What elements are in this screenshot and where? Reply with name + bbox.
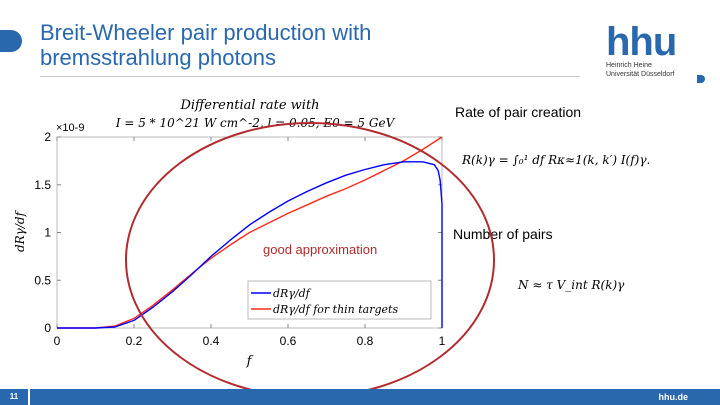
rate-formula: R(k)γ = ∫₀¹ df Rκ≈1(k, k′) I(f)γ. [462,153,651,167]
x-tick-label: 0.8 [357,334,374,348]
highlight-ellipse [125,122,495,398]
pairs-heading: Number of pairs [453,226,553,242]
y-tick-label: 0 [44,321,51,335]
title-line-2: bremsstrahlung photons [40,45,277,70]
chart-title-line-2: I = 5 * 10^21 W cm^-2, l = 0.05, E0 = 5 … [115,116,396,130]
hhu-logo: hhu Heinrich Heine Universität Düsseldor… [606,20,706,83]
x-tick-label: 0 [54,334,61,348]
y-exponent: ×10-9 [56,122,84,134]
x-tick-label: 1 [439,334,446,348]
title-accent-tab [0,30,22,52]
logo-line-2: Universität Düsseldorf [606,71,675,78]
series-line-1 [57,136,443,329]
rate-heading: Rate of pair creation [455,104,582,120]
pairs-formula: N ≈ τ V_int R(k)γ [518,278,625,292]
y-tick-label: 1.5 [34,178,51,192]
page-number: 11 [0,389,30,405]
y-tick-label: 1 [44,226,51,240]
title-line-1: Breit-Wheeler pair production with [40,20,372,45]
logo-mark [697,75,705,83]
legend: dRγ/df dRγ/df for thin targets [247,280,432,320]
legend-box [247,280,432,320]
logo-text: hhu [606,20,677,64]
legend-entry-1: dRγ/df [273,287,312,300]
y-tick-label: 2 [44,130,51,144]
series-line-0 [57,161,443,329]
footer-site: hhu.de [658,392,689,402]
y-tick-label: 0.5 [34,273,51,287]
legend-entry-2: dRγ/df for thin targets [273,303,398,316]
logo-line-1: Heinrich Heine [606,62,652,69]
slide-title: Breit-Wheeler pair production with brems… [40,20,560,70]
x-tick-label: 0.4 [203,334,220,348]
footer-bar [0,389,720,405]
x-axis-label: f [246,354,254,369]
chart-title-line-1: Differential rate with [179,98,319,113]
annotation-text: good approximation [263,242,377,257]
x-tick-label: 0.2 [126,334,143,348]
title-divider [40,76,580,77]
x-tick-label: 0.6 [280,334,297,348]
y-axis-label: dRγ/df [13,209,27,252]
